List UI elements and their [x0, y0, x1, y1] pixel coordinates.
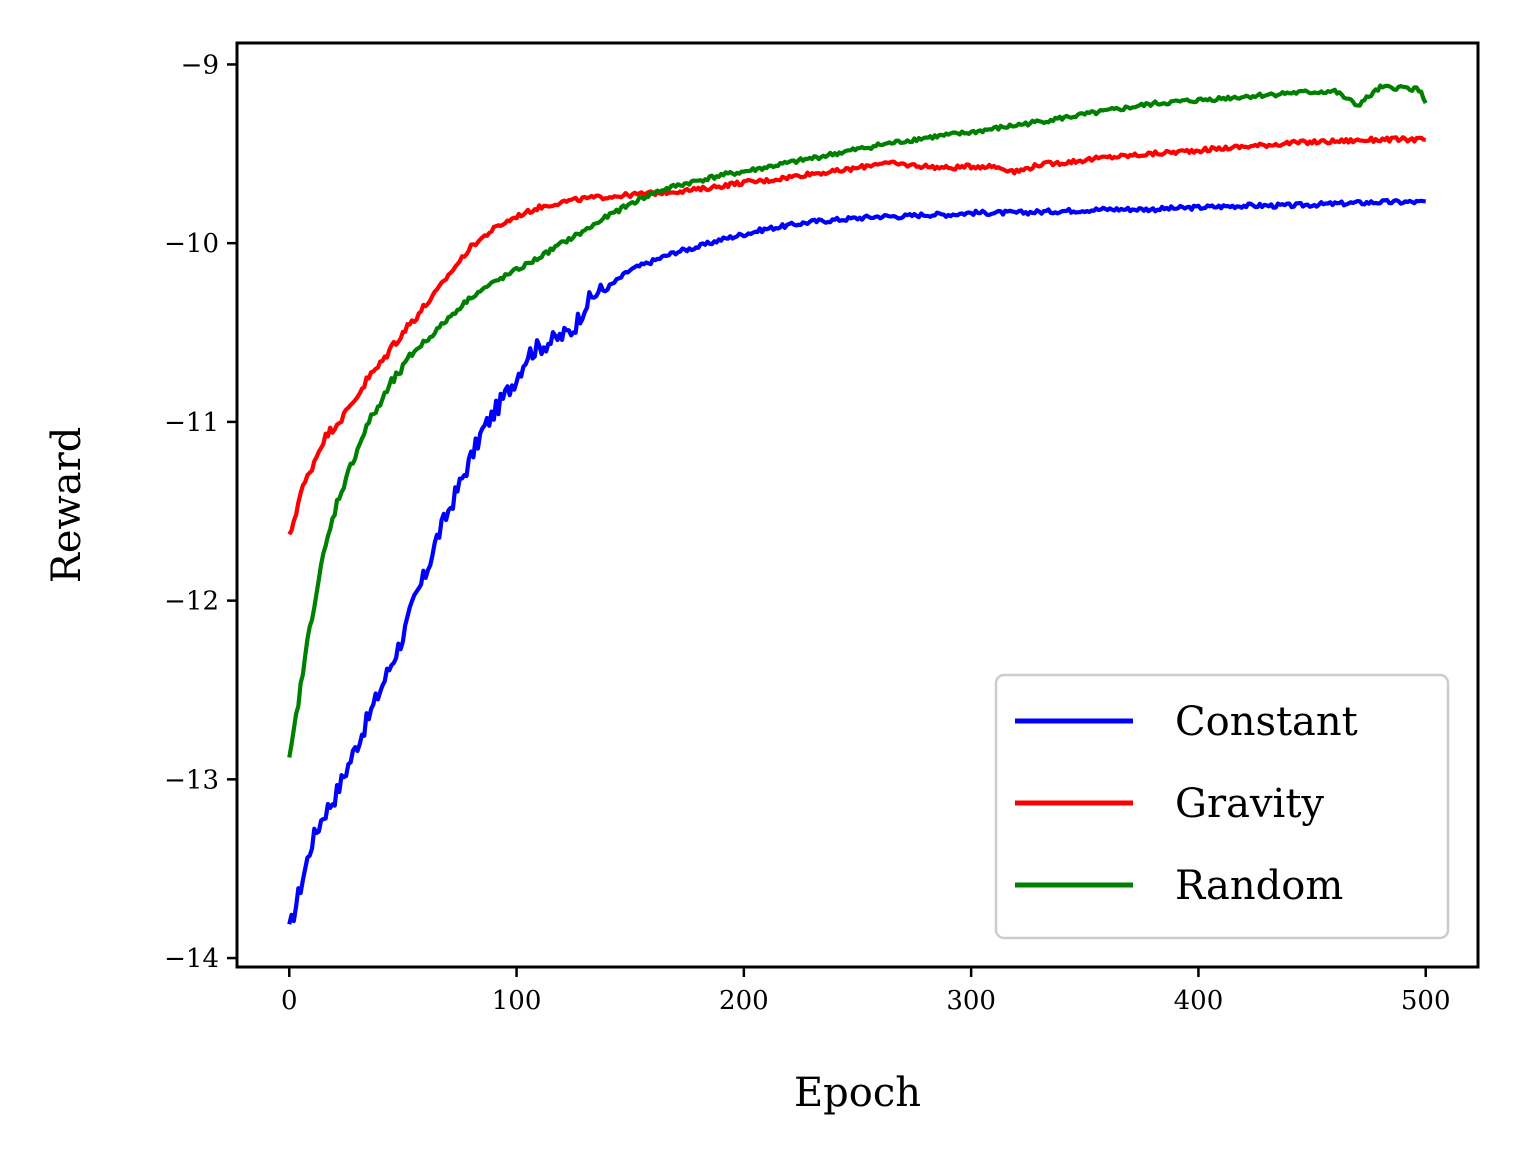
- x-tick-label: 500: [1401, 986, 1451, 1016]
- y-tick-label: −10: [164, 229, 219, 259]
- legend-label-gravity: Gravity: [1175, 781, 1324, 827]
- plot-frame: [235, 41, 1480, 969]
- x-tick-label: 0: [281, 986, 298, 1016]
- y-tick-label: −14: [164, 944, 219, 974]
- x-tick-label: 100: [492, 986, 542, 1016]
- x-tick-label: 200: [719, 986, 769, 1016]
- series-line-constant: [287, 197, 1426, 925]
- x-tick-label: 400: [1174, 986, 1224, 1016]
- series-layer: [287, 83, 1428, 925]
- x-axis: 0 100 200 300 400 500: [281, 967, 1451, 1016]
- y-axis: −14 −13 −12 −11 −10 −9: [164, 50, 237, 974]
- legend-label-constant: Constant: [1175, 699, 1358, 745]
- y-tick-label: −13: [164, 765, 219, 795]
- y-axis-label: Reward: [44, 427, 90, 584]
- y-tick-label: −12: [164, 587, 219, 617]
- series-line-random: [287, 83, 1428, 758]
- x-axis-label: Epoch: [794, 1070, 921, 1116]
- legend: Constant Gravity Random: [994, 673, 1450, 940]
- legend-label-random: Random: [1175, 863, 1343, 909]
- y-tick-label: −11: [164, 408, 219, 438]
- x-tick-label: 300: [946, 986, 996, 1016]
- legend-box: [994, 673, 1450, 940]
- series-line-gravity: [287, 135, 1426, 536]
- y-tick-label: −9: [181, 50, 219, 80]
